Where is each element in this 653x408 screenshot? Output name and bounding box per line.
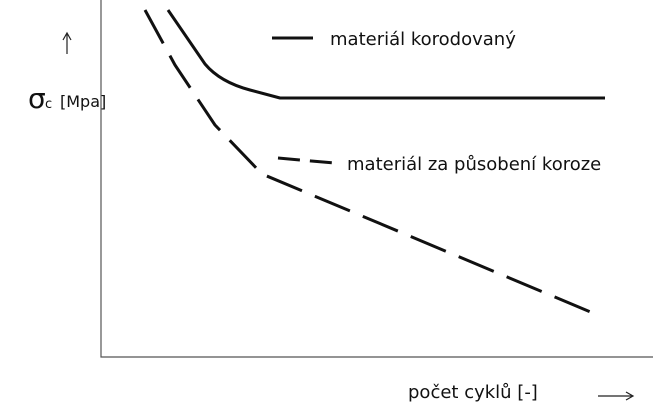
y-axis-symbol: σ — [28, 82, 46, 115]
y-axis-unit: [Mpa] — [60, 92, 106, 111]
corrosion-curve — [143, 9, 601, 318]
y-arrow — [62, 31, 72, 54]
x-axis-label: počet cyklů [-] — [408, 382, 538, 403]
legend-label: materiál za působení koroze — [347, 154, 601, 175]
x-arrow — [598, 391, 635, 401]
y-axis-subscript: c — [45, 97, 52, 112]
legend-label: materiál korodovaný — [330, 29, 516, 50]
legend-dashed — [277, 156, 335, 165]
corroded-curve — [166, 9, 605, 100]
axes — [100, 0, 653, 358]
